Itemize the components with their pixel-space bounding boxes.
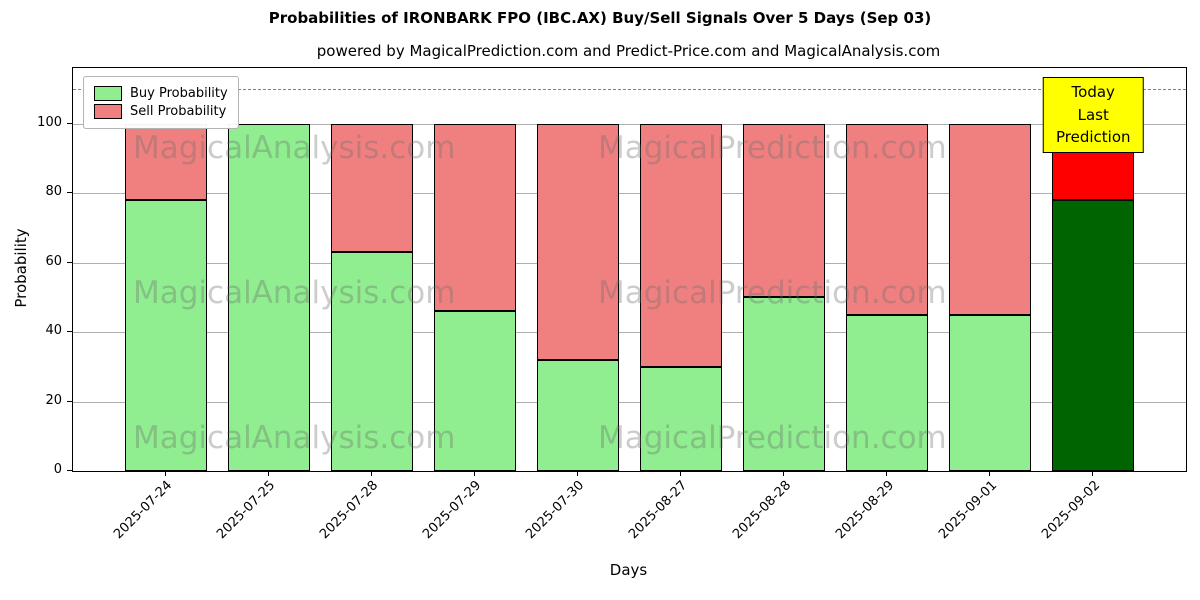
legend-entry-buy: Buy Probability — [94, 86, 228, 101]
x-tick-label-text: 2025-08-28 — [729, 478, 794, 543]
watermark-text: MagicalPrediction.com — [598, 275, 947, 311]
annotation-line-1: Today — [1071, 83, 1115, 101]
bar-segment-sell — [124, 123, 207, 200]
x-tick — [370, 472, 372, 476]
x-tick — [267, 472, 269, 476]
y-tick — [67, 470, 72, 471]
x-tick-label-text: 2025-09-01 — [935, 478, 1000, 543]
gridline-y-80 — [73, 193, 1186, 195]
x-tick — [473, 472, 475, 476]
y-tick-label: 20 — [45, 392, 62, 408]
gridline-y-20 — [73, 401, 1186, 403]
x-tick — [783, 472, 785, 476]
watermark-text: MagicalPrediction.com — [598, 130, 947, 166]
bar-segment-sell — [536, 123, 620, 360]
dashed-threshold-line — [73, 88, 1186, 90]
bar-segment-buy — [433, 311, 517, 471]
y-tick — [67, 400, 72, 402]
watermark-text: MagicalAnalysis.com — [133, 130, 456, 166]
bar-segment-buy — [124, 200, 207, 471]
gridline-y-40 — [73, 332, 1186, 334]
bar-segment-sell — [433, 123, 517, 312]
legend-swatch-buy — [94, 86, 122, 101]
y-tick — [67, 261, 72, 263]
bar-segment-buy — [845, 314, 929, 471]
watermark-text: MagicalPrediction.com — [598, 420, 947, 456]
x-tick — [576, 472, 578, 476]
x-tick — [164, 472, 166, 476]
x-tick — [886, 472, 888, 476]
legend-entry-sell: Sell Probability — [94, 104, 228, 119]
annotation-line-2: Last Prediction — [1055, 105, 1131, 147]
y-tick — [67, 122, 72, 124]
y-tick-label: 40 — [45, 323, 62, 339]
chart-title: Probabilities of IRONBARK FPO (IBC.AX) B… — [268, 9, 932, 27]
y-tick — [67, 331, 72, 333]
bar-segment-sell — [845, 123, 929, 315]
bar-segment-buy — [639, 366, 723, 471]
chart-subtitle: powered by MagicalPrediction.com and Pre… — [316, 42, 941, 60]
bar-segment-buy — [227, 123, 311, 471]
bar-segment-buy — [536, 359, 620, 471]
x-tick — [680, 472, 682, 476]
bar-segment-sell — [330, 123, 414, 253]
x-tick-label-text: 2025-07-25 — [214, 478, 279, 543]
x-tick-label-text: 2025-07-30 — [523, 478, 588, 543]
x-tick — [1092, 472, 1094, 476]
x-tick-label-text: 2025-08-29 — [832, 478, 897, 543]
x-tick-label-text: 2025-09-02 — [1038, 478, 1103, 543]
gridline-y-60 — [73, 262, 1186, 264]
y-tick-label: 80 — [45, 184, 62, 200]
legend-swatch-sell — [94, 104, 122, 119]
bar-segment-buy — [1052, 200, 1135, 471]
bar-segment-buy — [948, 314, 1032, 471]
y-tick-label: 0 — [53, 462, 62, 477]
x-tick — [989, 472, 991, 476]
plot-area: Buy Probability Sell Probability Today L… — [72, 67, 1187, 472]
y-tick-label: 100 — [37, 114, 62, 130]
y-tick — [67, 192, 72, 194]
x-axis-label: Days — [609, 561, 648, 579]
bar-segment-sell — [948, 123, 1032, 315]
y-tick-label: 60 — [45, 253, 62, 269]
bar-segment-sell — [742, 123, 826, 298]
x-tick-label-text: 2025-07-28 — [317, 478, 382, 543]
watermark-text: MagicalAnalysis.com — [133, 420, 456, 456]
x-tick-label-text: 2025-07-24 — [111, 478, 176, 543]
x-tick-label-text: 2025-07-29 — [420, 478, 485, 543]
gridline-y-100 — [73, 123, 1186, 125]
today-annotation: Today Last Prediction — [1042, 77, 1144, 153]
bar-segment-buy — [742, 297, 826, 471]
legend-label-buy: Buy Probability — [130, 86, 228, 101]
bar-segment-sell — [639, 123, 723, 367]
watermark-text: MagicalAnalysis.com — [133, 275, 456, 311]
legend: Buy Probability Sell Probability — [83, 76, 239, 129]
legend-label-sell: Sell Probability — [130, 104, 227, 119]
x-tick-label-text: 2025-08-27 — [626, 478, 691, 543]
bar-segment-buy — [330, 252, 414, 471]
